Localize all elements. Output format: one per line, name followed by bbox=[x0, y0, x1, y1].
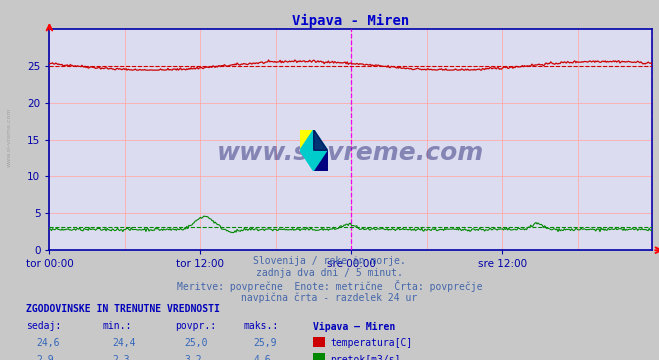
Text: 24,6: 24,6 bbox=[36, 338, 60, 348]
Text: sedaj:: sedaj: bbox=[26, 321, 61, 332]
Text: 2,9: 2,9 bbox=[36, 355, 54, 360]
Text: min.:: min.: bbox=[102, 321, 132, 332]
Text: navpična črta - razdelek 24 ur: navpična črta - razdelek 24 ur bbox=[241, 293, 418, 303]
Text: www.si-vreme.com: www.si-vreme.com bbox=[7, 107, 12, 167]
Polygon shape bbox=[300, 130, 328, 171]
Text: Slovenija / reke in morje.: Slovenija / reke in morje. bbox=[253, 256, 406, 266]
Text: 3,2: 3,2 bbox=[185, 355, 202, 360]
Polygon shape bbox=[314, 130, 328, 150]
Text: pretok[m3/s]: pretok[m3/s] bbox=[330, 355, 401, 360]
Text: maks.:: maks.: bbox=[244, 321, 279, 332]
Text: 25,9: 25,9 bbox=[254, 338, 277, 348]
Text: 4,6: 4,6 bbox=[254, 355, 272, 360]
Text: 24,4: 24,4 bbox=[112, 338, 136, 348]
Text: temperatura[C]: temperatura[C] bbox=[330, 338, 413, 348]
Text: povpr.:: povpr.: bbox=[175, 321, 215, 332]
Text: Vipava – Miren: Vipava – Miren bbox=[313, 321, 395, 332]
Text: 25,0: 25,0 bbox=[185, 338, 208, 348]
Text: Meritve: povprečne  Enote: metrične  Črta: povprečje: Meritve: povprečne Enote: metrične Črta:… bbox=[177, 280, 482, 292]
Polygon shape bbox=[314, 150, 328, 171]
Polygon shape bbox=[300, 130, 314, 150]
Text: ZGODOVINSKE IN TRENUTNE VREDNOSTI: ZGODOVINSKE IN TRENUTNE VREDNOSTI bbox=[26, 304, 220, 314]
Title: Vipava - Miren: Vipava - Miren bbox=[293, 13, 409, 28]
Text: 2,3: 2,3 bbox=[112, 355, 130, 360]
Text: www.si-vreme.com: www.si-vreme.com bbox=[217, 141, 484, 165]
Text: zadnja dva dni / 5 minut.: zadnja dva dni / 5 minut. bbox=[256, 268, 403, 278]
